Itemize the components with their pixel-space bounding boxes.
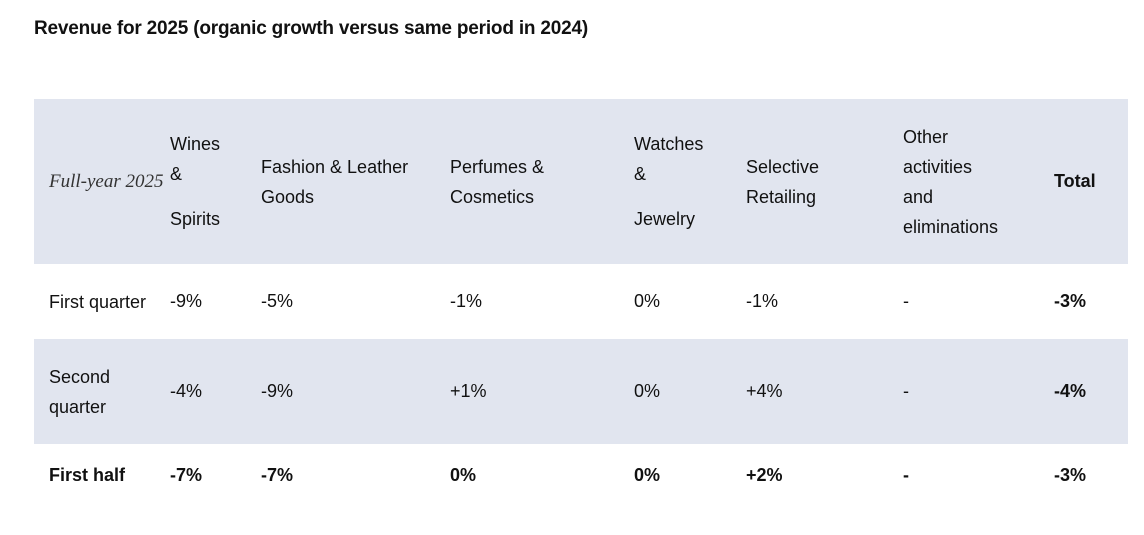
cell-perfumes-cosmetics: 0% [450, 464, 477, 485]
header-spirits-line: Spirits [170, 209, 221, 229]
cell-perfumes-cosmetics: -1% [450, 291, 483, 311]
cell-perfumes-cosmetics: +1% [450, 381, 487, 401]
cell-total: -3% [1054, 291, 1087, 311]
header-total: Total [1054, 171, 1096, 191]
cell-watches-jewelry: 0% [634, 464, 661, 485]
row-label: Second quarter [34, 339, 170, 444]
header-perfumes-cosmetics: Perfumes & Cosmetics [450, 99, 634, 264]
header-watches-jewelry: Watches & Jewelry [634, 99, 746, 264]
cell-other: - [903, 464, 909, 485]
header-perfumes-line2: Cosmetics [450, 186, 535, 207]
row-label: First quarter [49, 291, 147, 312]
cell-total: -4% [1054, 381, 1087, 401]
cell-selective-retailing: +2% [746, 464, 783, 485]
header-wines-spirits: Wines & Spirits [170, 99, 261, 264]
table-row: First quarter -9% -5% -1% 0% -1% - -3% [34, 264, 1128, 339]
header-fashion-leather: Fashion & Leather Goods [261, 99, 450, 264]
row-label: First half [49, 464, 126, 485]
cell-total: -3% [1054, 464, 1087, 485]
header-selective-retailing: Selective Retailing [746, 99, 903, 264]
header-jewelry-line: Jewelry [634, 209, 696, 229]
table-row: First half -7% -7% 0% 0% +2% - -3% [34, 444, 1128, 506]
cell-wines-spirits: -9% [170, 291, 203, 311]
header-selective-line2: Retailing [746, 186, 817, 207]
header-period-label: Full-year 2025 [49, 170, 164, 192]
table-row: Second quarter -4% -9% +1% 0% +4% - -4% [34, 339, 1128, 444]
header-fashion-line1: Fashion & Leather [261, 156, 409, 177]
cell-wines-spirits: -4% [170, 381, 203, 401]
header-watches-line: Watches [634, 134, 704, 154]
page-title: Revenue for 2025 (organic growth versus … [34, 18, 588, 39]
row-label-text: Second quarter [49, 366, 111, 417]
cell-watches-jewelry: 0% [634, 381, 661, 401]
cell-fashion-leather: -7% [261, 464, 294, 485]
header-perfumes-line1: Perfumes & [450, 156, 545, 177]
cell-watches-jewelry: 0% [634, 291, 661, 311]
cell-other: - [903, 291, 909, 311]
cell-wines-spirits: -7% [170, 464, 203, 485]
cell-fashion-leather: -9% [261, 381, 294, 401]
revenue-table: Full-year 2025 Wines & Spirits Fashion &… [34, 99, 1128, 506]
cell-selective-retailing: +4% [746, 381, 783, 401]
cell-other: - [903, 381, 909, 401]
header-fashion-line2: Goods [261, 186, 315, 207]
header-selective-line1: Selective [746, 156, 820, 177]
header-other-line2: activities [903, 156, 973, 177]
header-watches-amp: & [634, 164, 647, 184]
header-other-line1: Other [903, 126, 949, 147]
cell-selective-retailing: -1% [746, 291, 779, 311]
cell-fashion-leather: -5% [261, 291, 294, 311]
header-wines-amp: & [170, 164, 183, 184]
header-other-line3: and [903, 186, 934, 207]
header-other-line4: eliminations [903, 216, 999, 237]
header-wines-line: Wines [170, 134, 221, 154]
header-other-activities: Other activities and eliminations [903, 99, 1054, 264]
header-period: Full-year 2025 [34, 99, 170, 264]
header-row: Full-year 2025 Wines & Spirits Fashion &… [34, 99, 1128, 264]
